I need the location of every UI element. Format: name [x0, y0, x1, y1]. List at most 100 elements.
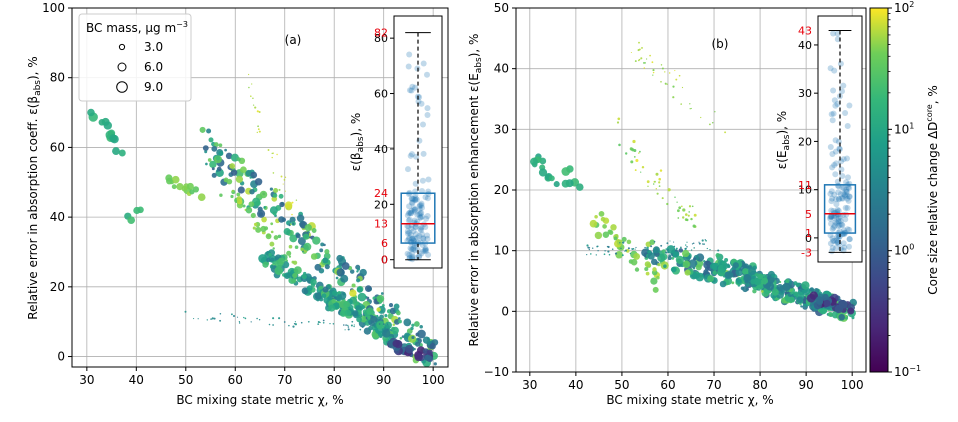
- inset-point: [838, 166, 845, 173]
- inset-point: [831, 97, 838, 104]
- scatter-point: [661, 197, 664, 200]
- inset-point: [407, 87, 413, 94]
- scatter-point: [615, 251, 623, 259]
- scatter-point: [664, 82, 667, 85]
- inset-point: [417, 210, 424, 217]
- inset-point: [844, 155, 850, 162]
- scatter-point: [675, 255, 685, 264]
- scatter-point: [251, 83, 253, 85]
- scatter-point: [265, 233, 272, 240]
- scatter-point: [361, 325, 364, 328]
- scatter-point: [255, 226, 262, 233]
- scatter-point: [98, 118, 106, 126]
- y-tick-label: 40: [50, 210, 65, 224]
- scatter-point: [681, 216, 685, 219]
- x-tick-label: 50: [178, 373, 193, 387]
- inset-point: [833, 201, 840, 208]
- scatter-point: [634, 60, 637, 63]
- scatter-point: [317, 320, 320, 324]
- scatter-point: [292, 273, 298, 279]
- scatter-point: [193, 318, 195, 320]
- scatter-point: [332, 323, 335, 325]
- inset-point: [411, 235, 418, 242]
- scatter-point: [796, 296, 804, 304]
- scatter-point: [266, 257, 271, 263]
- scatter-point: [731, 281, 735, 285]
- scatter-point: [344, 309, 352, 317]
- scatter-point: [692, 224, 696, 228]
- inset-point: [835, 189, 842, 196]
- scatter-point: [619, 242, 621, 244]
- colorbar-ticks: 102 101 100 10−1: [888, 0, 921, 379]
- scatter-point: [676, 201, 678, 203]
- scatter-point: [356, 278, 361, 283]
- scatter-point: [357, 292, 367, 302]
- scatter-point: [706, 247, 708, 250]
- scatter-point: [414, 352, 423, 362]
- inset-point: [418, 250, 425, 257]
- inset-annotation: -3: [801, 246, 812, 259]
- panel-b-scatter-points: [530, 41, 857, 322]
- scatter-point: [634, 169, 637, 172]
- inset-point: [836, 145, 843, 152]
- y-tick-label: 100: [42, 1, 65, 15]
- y-tick-label: 0: [57, 350, 65, 364]
- scatter-point: [249, 176, 252, 179]
- scatter-point: [224, 148, 227, 152]
- inset-point: [836, 222, 843, 229]
- scatter-point: [209, 160, 217, 169]
- inset-point: [416, 206, 423, 212]
- scatter-point: [249, 189, 255, 195]
- panel-b-y-ticks: −10 0 10 20 30 40 50: [484, 1, 516, 379]
- scatter-point: [635, 246, 637, 249]
- inset-point: [410, 245, 417, 252]
- scatter-point: [637, 59, 640, 62]
- scatter-point: [322, 321, 325, 324]
- scatter-point: [429, 342, 436, 350]
- inset-point: [424, 71, 430, 78]
- inset-point: [830, 110, 837, 117]
- scatter-point: [666, 248, 670, 251]
- inset-point: [412, 195, 419, 202]
- inset-point: [417, 225, 424, 232]
- scatter-point: [288, 244, 293, 249]
- scatter-point: [283, 228, 291, 235]
- inset-point: [844, 205, 851, 211]
- inset-point: [420, 235, 427, 242]
- inset-annotation: 0: [381, 254, 388, 267]
- scatter-point: [692, 242, 695, 245]
- inset-point: [833, 160, 840, 167]
- scatter-point: [674, 196, 676, 198]
- scatter-point: [231, 189, 235, 193]
- scatter-point: [273, 187, 279, 194]
- inset-point: [827, 144, 834, 150]
- scatter-point: [232, 314, 236, 318]
- scatter-point: [658, 181, 661, 184]
- scatter-point: [677, 209, 680, 213]
- inset-point: [414, 246, 421, 253]
- scatter-point: [705, 239, 707, 242]
- scatter-point: [278, 216, 285, 223]
- scatter-point: [682, 260, 691, 269]
- scatter-point: [320, 242, 325, 247]
- y-tick-label: 20: [50, 280, 65, 294]
- scatter-point: [703, 269, 709, 275]
- scatter-point: [650, 258, 658, 266]
- panel-a-frame: [71, 7, 449, 368]
- inset-point: [408, 87, 415, 94]
- scatter-point: [652, 183, 655, 185]
- inset-point: [414, 211, 421, 218]
- scatter-point: [382, 323, 385, 325]
- scatter-point: [755, 273, 759, 277]
- scatter-point: [254, 106, 257, 109]
- inset-point: [424, 235, 431, 242]
- inset-point: [830, 87, 837, 94]
- inset-point: [417, 214, 424, 221]
- inset-point: [843, 186, 850, 193]
- scatter-point: [310, 278, 317, 286]
- y-tick-label: 30: [494, 122, 509, 136]
- scatter-point: [218, 151, 224, 156]
- scatter-point: [736, 278, 742, 285]
- scatter-point: [359, 328, 362, 331]
- scatter-point: [649, 54, 651, 57]
